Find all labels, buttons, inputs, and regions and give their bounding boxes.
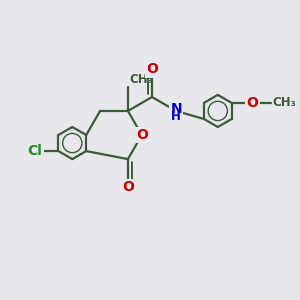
Text: N: N: [170, 102, 182, 116]
Text: O: O: [146, 62, 158, 76]
Text: Cl: Cl: [27, 144, 42, 158]
Text: O: O: [247, 96, 259, 110]
Text: H: H: [171, 110, 181, 123]
Text: CH₃: CH₃: [272, 96, 296, 110]
Text: O: O: [122, 180, 134, 194]
Text: O: O: [136, 128, 148, 142]
Text: CH₃: CH₃: [129, 73, 153, 86]
